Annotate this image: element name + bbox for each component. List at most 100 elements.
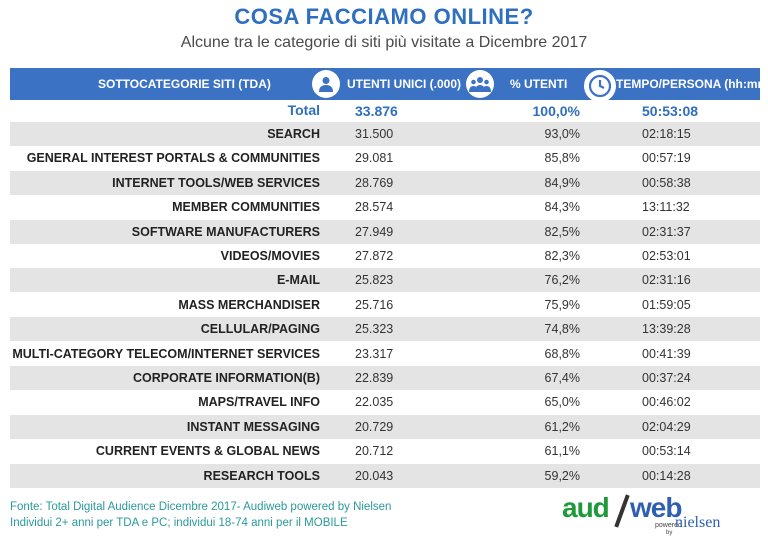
row-name: RESEARCH TOOLS [203, 468, 320, 483]
row-name: VIDEOS/MOVIES [220, 249, 320, 263]
row-tempo: 00:41:39 [642, 346, 691, 361]
row-tempo: 02:31:16 [642, 273, 691, 288]
row-name: E-MAIL [276, 273, 320, 288]
row-tempo: 00:37:24 [642, 371, 691, 385]
row-utenti: 29.081 [355, 151, 394, 166]
row-tempo: 02:04:29 [642, 419, 691, 434]
source-note: Fonte: Total Digital Audience Dicembre 2… [10, 499, 391, 531]
row-name: MASS MERCHANDISER [178, 297, 320, 312]
row-perc: 76,2% [544, 273, 580, 288]
row-perc: 61,1% [544, 444, 580, 459]
total-label: Total [287, 102, 320, 118]
source-line-2: Individui 2+ anni per TDA e PC; individu… [10, 517, 348, 529]
table-row: CURRENT EVENTS & GLOBAL NEWS 20.712 61,1% 0… [10, 439, 760, 463]
page-title: COSA FACCIAMO ONLINE? [234, 4, 534, 29]
logo-web: web [630, 492, 682, 523]
row-tempo: 00:46:02 [642, 395, 691, 410]
header-col-tempo: TEMPO/PERSONA (hh:mm) [616, 77, 768, 91]
row-tempo: 00:14:28 [642, 468, 691, 483]
row-tempo: 00:58:38 [642, 175, 691, 190]
row-utenti: 25.323 [355, 322, 394, 337]
row-utenti: 22.035 [355, 395, 394, 410]
header-col-utenti: UTENTI UNICI (.000) [347, 77, 462, 91]
table-row: MASS MERCHANDISER 25.716 75,9% 01:59:05 [10, 293, 760, 317]
row-perc: 82,3% [544, 249, 580, 263]
page-subtitle: Alcune tra le categorie di siti più visi… [180, 34, 588, 51]
source-line-1: Fonte: Total Digital Audience Dicembre 2… [10, 501, 392, 513]
row-perc: 75,9% [544, 297, 580, 312]
row-perc: 68,8% [544, 346, 580, 361]
logo-aud: aud [562, 492, 610, 523]
header-col-perc: % UTENTI [510, 77, 568, 91]
row-name: CORPORATE INFORMATION(B) [132, 371, 320, 385]
row-name: SEARCH [267, 127, 320, 141]
row-utenti: 27.872 [355, 249, 394, 263]
row-name: MEMBER COMMUNITIES [172, 200, 320, 215]
total-tempo: 50:53:08 [642, 103, 699, 119]
table-row: CELLULAR/PAGING 25.323 74,8% 13:39:28 [10, 317, 760, 342]
row-utenti: 20.712 [355, 444, 394, 459]
row-utenti: 20.729 [355, 419, 394, 434]
row-utenti: 27.949 [355, 224, 394, 239]
table-row: MULTI-CATEGORY TELECOM/INTERNET SERVICES… [10, 342, 760, 366]
table-row: CORPORATE INFORMATION(B) 22.839 67,4% 00:37… [10, 366, 760, 390]
group-icon [466, 70, 494, 98]
row-utenti: 25.716 [355, 297, 394, 312]
table-header: SOTTOCATEGORIE SITI (TDA) UTENTI UNICI (… [10, 68, 768, 102]
row-name: CURRENT EVENTS & GLOBAL NEWS [95, 444, 320, 459]
row-perc: 65,0% [544, 395, 580, 410]
row-tempo: 13:11:32 [642, 200, 690, 215]
row-name: MULTI-CATEGORY TELECOM/INTERNET SERVICES [12, 346, 320, 361]
table-row: SOFTWARE MANUFACTURERS 27.949 82,5% 02:31:3… [10, 219, 760, 244]
row-utenti: 28.574 [355, 200, 394, 215]
logo-powered: powered [655, 522, 682, 529]
table-row: INSTANT MESSAGING 20.729 61,2% 02:04:29 [10, 414, 760, 439]
row-perc: 59,2% [544, 468, 580, 483]
total-row: Total 33.876 100,0% 50:53:08 [10, 100, 760, 122]
row-utenti: 20.043 [355, 468, 394, 483]
row-name: SOFTWARE MANUFACTURERS [131, 224, 320, 239]
table-row: SEARCH 31.500 93,0% 02:18:15 [10, 122, 760, 146]
row-name: CELLULAR/PAGING [200, 322, 320, 337]
row-utenti: 25.823 [355, 273, 394, 288]
row-tempo: 01:59:05 [642, 297, 691, 312]
logo-by: by [666, 530, 673, 536]
row-name: MAPS/TRAVEL INFO [198, 395, 320, 410]
table-row: VIDEOS/MOVIES 27.872 82,3% 02:53:01 [10, 244, 760, 268]
total-perc: 100,0% [532, 103, 580, 119]
row-name: GENERAL INTEREST PORTALS & COMMUNITIES [26, 151, 320, 166]
table-row: MEMBER COMMUNITIES 28.574 84,3% 13:11:32 [10, 195, 760, 219]
table-row: INTERNET TOOLS/WEB SERVICES 28.769 84,9% 00… [10, 170, 760, 195]
row-perc: 85,8% [544, 151, 580, 166]
row-utenti: 28.769 [355, 175, 394, 190]
header-col-name: SOTTOCATEGORIE SITI (TDA) [98, 77, 271, 91]
total-utenti: 33.876 [355, 103, 398, 119]
row-utenti: 22.839 [355, 371, 394, 385]
row-name: INSTANT MESSAGING [186, 419, 320, 434]
row-perc: 84,9% [544, 175, 580, 190]
table-row: GENERAL INTEREST PORTALS & COMMUNITIES 29… [10, 146, 760, 170]
table-row: RESEARCH TOOLS 20.043 59,2% 00:14:28 [10, 463, 760, 488]
logo-nielsen: nielsen [675, 514, 721, 531]
row-tempo: 02:31:37 [642, 224, 691, 239]
row-perc: 67,4% [544, 371, 580, 385]
row-tempo: 00:57:19 [642, 151, 691, 166]
logo-slash [614, 494, 630, 528]
audiweb-logo: aud web powered by nielsen [560, 492, 740, 542]
table-row: E-MAIL 25.823 76,2% 02:31:16 [10, 268, 760, 293]
row-tempo: 02:53:01 [642, 249, 691, 263]
row-utenti: 31.500 [355, 127, 394, 141]
row-perc: 74,8% [544, 322, 580, 337]
row-perc: 84,3% [544, 200, 580, 215]
person-icon [312, 70, 340, 98]
row-perc: 93,0% [544, 127, 580, 141]
table-row: MAPS/TRAVEL INFO 22.035 65,0% 00:46:02 [10, 390, 760, 414]
row-name: INTERNET TOOLS/WEB SERVICES [112, 175, 320, 190]
row-tempo: 13:39:28 [642, 322, 691, 337]
row-tempo: 02:18:15 [642, 127, 691, 141]
row-tempo: 00:53:14 [642, 444, 691, 459]
row-utenti: 23.317 [355, 346, 394, 361]
row-perc: 82,5% [544, 224, 580, 239]
row-perc: 61,2% [544, 419, 580, 434]
clock-icon [584, 70, 616, 102]
